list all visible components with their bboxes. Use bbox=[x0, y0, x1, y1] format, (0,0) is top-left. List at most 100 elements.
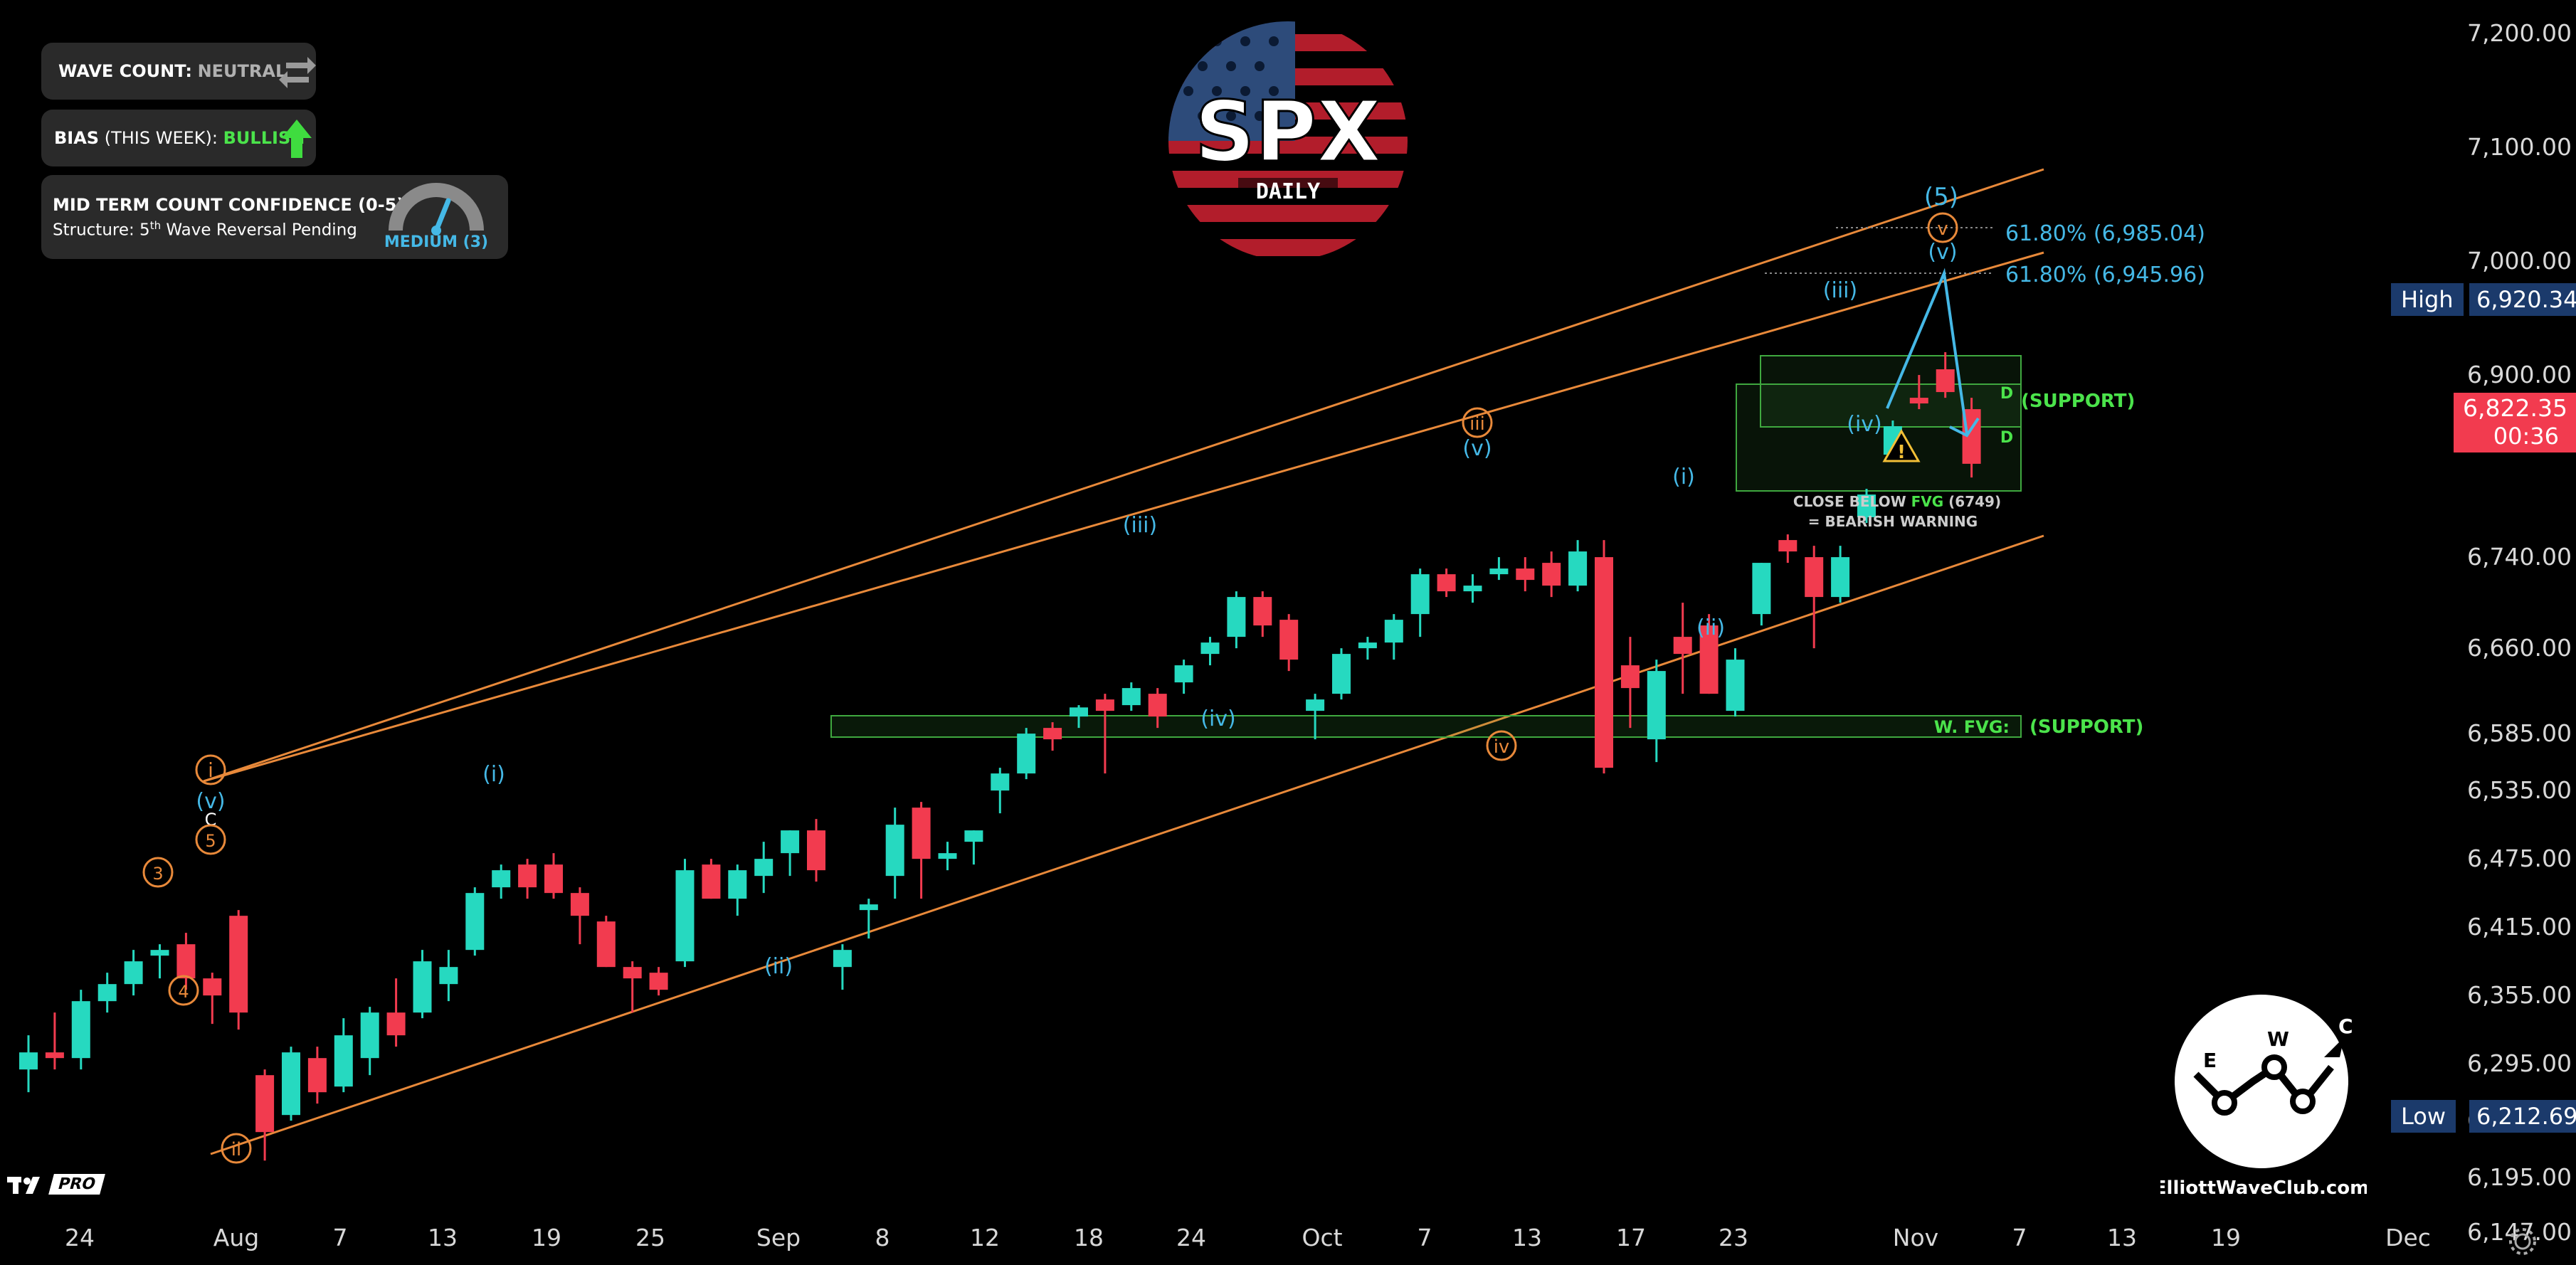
candle-body bbox=[1568, 551, 1588, 586]
candles bbox=[19, 352, 1981, 1161]
wave-iii-blue: (iii) bbox=[1123, 513, 1157, 538]
candle-body bbox=[912, 808, 931, 859]
ewc-logo: E W C ElliottWaveClub.com bbox=[2160, 995, 2367, 1199]
candle-body bbox=[439, 967, 458, 985]
structure-text: Structure: 5th Wave Reversal Pending bbox=[53, 219, 357, 240]
candle-body bbox=[859, 904, 878, 911]
ewc-site: ElliottWaveClub.com bbox=[2160, 1177, 2367, 1199]
confidence-panel: MID TERM COUNT CONFIDENCE (0-5): Structu… bbox=[41, 175, 508, 259]
fvg-zone-inner bbox=[1760, 355, 2022, 428]
fib-label-2: 61.80% (6,945.96) bbox=[2005, 263, 2205, 287]
candle-body bbox=[71, 1001, 90, 1059]
date-tick-label: 23 bbox=[1719, 1224, 1748, 1251]
wave-3-circle-circle bbox=[142, 857, 174, 888]
wave-count-panel: WAVE COUNT: NEUTRAL bbox=[41, 43, 316, 100]
spx-logo: SPX DAILY bbox=[1168, 21, 1408, 260]
tv-icon bbox=[7, 1177, 40, 1194]
logo-title: SPX bbox=[1195, 83, 1381, 181]
candle-body bbox=[386, 1012, 406, 1036]
date-tick-label: Sep bbox=[756, 1224, 801, 1251]
candle-body bbox=[229, 916, 248, 1013]
date-tick-label: 13 bbox=[2107, 1224, 2137, 1251]
warning-value: (6749) bbox=[1943, 493, 2001, 510]
date-tick-label: Oct bbox=[1302, 1224, 1343, 1251]
candle-body bbox=[623, 967, 642, 979]
date-tick-label: 12 bbox=[970, 1224, 1000, 1251]
date-tick-label: 19 bbox=[532, 1224, 561, 1251]
date-tick-label: 19 bbox=[2211, 1224, 2241, 1251]
ewc-c: C bbox=[2338, 1015, 2353, 1038]
candle-body bbox=[203, 978, 222, 996]
date-tick-label: 24 bbox=[65, 1224, 95, 1251]
wfvg-label: W. FVG: bbox=[1934, 717, 2010, 737]
wave-ii-blue-2: (ii) bbox=[1696, 615, 1725, 640]
candle-body bbox=[991, 773, 1010, 791]
wave-v-orange-2-circle bbox=[1927, 212, 1958, 243]
price-tick-label: 6,195.00 bbox=[2467, 1163, 2572, 1192]
candle-body bbox=[413, 961, 432, 1013]
tv-pro-badge: PRO bbox=[48, 1174, 105, 1195]
candle-body bbox=[1410, 574, 1430, 615]
wave-5-circle-circle bbox=[195, 824, 226, 855]
candle-body bbox=[19, 1052, 38, 1070]
channel-upper-line bbox=[203, 168, 2044, 783]
price-tick-label: 6,660.00 bbox=[2467, 634, 2572, 662]
support-label-1: (SUPPORT) bbox=[2021, 391, 2135, 412]
candle-body bbox=[649, 973, 668, 990]
fvg-d-label-1: D bbox=[2000, 385, 2013, 403]
candle-body bbox=[360, 1012, 379, 1059]
up-arrow-icon bbox=[282, 120, 312, 158]
candle-body bbox=[885, 825, 904, 877]
wave-i-orange-circle bbox=[195, 754, 226, 785]
gauge-label: MEDIUM (3) bbox=[384, 233, 489, 251]
candle-body bbox=[1936, 369, 1955, 393]
candle-body bbox=[334, 1035, 353, 1087]
wfvg-zone bbox=[830, 715, 2022, 738]
structure-suffix: Wave Reversal Pending bbox=[161, 221, 357, 240]
candle-body bbox=[728, 870, 747, 899]
date-tick-label: 7 bbox=[332, 1224, 348, 1251]
price-tick-label: 7,000.00 bbox=[2467, 247, 2572, 275]
candle-body bbox=[1831, 557, 1850, 598]
wave-iii-orange-circle bbox=[1462, 407, 1493, 438]
fib-label-1: 61.80% (6,985.04) bbox=[2005, 221, 2205, 246]
wave-i-orange: i bbox=[208, 758, 213, 782]
candle-body bbox=[1699, 625, 1719, 694]
high-label: High bbox=[2401, 286, 2454, 313]
wave-v-small: (v) bbox=[196, 789, 225, 814]
high-value: 6,920.34 bbox=[2476, 286, 2576, 313]
candle-body bbox=[1227, 597, 1246, 637]
wave-i-blue-2: (i) bbox=[1672, 465, 1695, 489]
countdown: 00:36 bbox=[2493, 423, 2559, 450]
candle-body bbox=[1332, 654, 1351, 694]
high-tag: High bbox=[2391, 283, 2464, 316]
high-value-tag: 6,920.34 bbox=[2469, 283, 2576, 316]
price-tick-label: 7,200.00 bbox=[2467, 19, 2572, 47]
candle-body bbox=[1542, 563, 1561, 586]
price-tick-label: 6,475.00 bbox=[2467, 845, 2572, 873]
date-tick-label: 8 bbox=[875, 1224, 890, 1251]
price-tick-label: 6,740.00 bbox=[2467, 543, 2572, 571]
projection-path bbox=[1886, 268, 1968, 435]
structure-sup: th bbox=[149, 219, 162, 232]
candle-body bbox=[702, 864, 721, 899]
low-value: 6,212.69 bbox=[2476, 1103, 2576, 1130]
candle-body bbox=[1778, 540, 1798, 552]
wave-v-orange-2: v bbox=[1937, 218, 1948, 240]
price-channel bbox=[203, 168, 2044, 1155]
price-tick-label: 6,415.00 bbox=[2467, 913, 2572, 941]
wave-v-blue-mid: (v) bbox=[1462, 436, 1492, 461]
wave-ii-blue: (ii) bbox=[764, 954, 793, 979]
candle-body bbox=[833, 950, 852, 968]
wave-iii-blue-2: (iii) bbox=[1823, 278, 1857, 303]
wave-iv-orange: iv bbox=[1494, 736, 1510, 758]
gear-icon[interactable] bbox=[2506, 1225, 2539, 1258]
wave-iv-blue: (iv) bbox=[1200, 706, 1236, 731]
confidence-label: MID TERM COUNT CONFIDENCE (0-5): bbox=[53, 195, 411, 215]
candle-body bbox=[150, 950, 169, 956]
wave-labels: i(v)C534ii(i)(ii)(iii)(iv)iii(v)iv(i)(ii… bbox=[142, 183, 2205, 1164]
candle-body bbox=[754, 859, 774, 877]
price-tick-label: 6,295.00 bbox=[2467, 1049, 2572, 1078]
candle-body bbox=[518, 864, 537, 888]
